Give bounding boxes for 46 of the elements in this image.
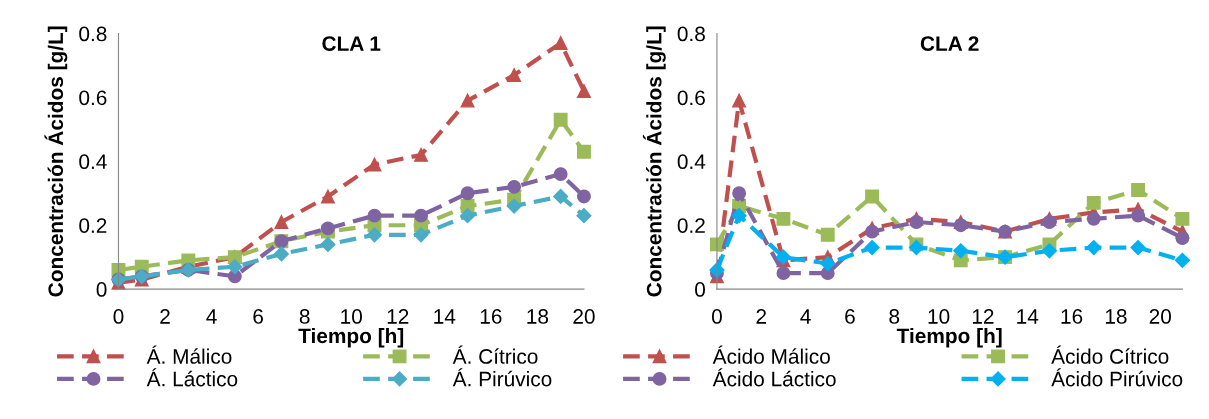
x-tick-label: 2 — [160, 309, 170, 324]
x-tick-label: 12 — [972, 309, 994, 324]
y-tick-label: 0 — [96, 282, 107, 297]
x-tick-label: 20 — [573, 309, 595, 324]
x-axis-title: Tiempo [h] — [896, 327, 1002, 348]
x-tick-label: 10 — [341, 309, 362, 324]
x-tick-label: 4 — [800, 309, 811, 324]
y-tick-label: 0.6 — [79, 90, 107, 106]
x-tick-label: 0 — [113, 309, 124, 324]
x-tick-label: 8 — [299, 309, 310, 324]
legend-label: Ácido Cítrico — [1051, 345, 1169, 364]
legend-label: Á. Cítrico — [452, 345, 538, 364]
x-tick-label: 16 — [1061, 309, 1083, 324]
x-tick-label: 10 — [928, 309, 950, 324]
y-axis-title: Concentración Ácidos [g/L] — [44, 26, 68, 297]
y-tick-label: 0.4 — [677, 154, 706, 170]
x-tick-label: 18 — [527, 309, 549, 324]
chart-title: CLA 2 — [920, 36, 979, 51]
x-tick-label: 14 — [1017, 309, 1039, 324]
x-tick-label: 20 — [1149, 309, 1172, 324]
legend-label: Á. Málico — [146, 345, 232, 364]
y-tick-label: 0.6 — [677, 90, 705, 106]
y-tick-label: 0.8 — [677, 26, 705, 42]
y-tick-label: 0.2 — [79, 218, 107, 233]
legend-label: Ácido Láctico — [712, 368, 836, 387]
y-tick-label: 0 — [695, 282, 706, 297]
y-axis-title: Concentración Ácidos [g/L] — [642, 26, 666, 297]
x-tick-label: 4 — [206, 309, 217, 324]
legend-label: Á. Pirúvico — [452, 368, 552, 387]
legend-label: Á. Láctico — [146, 368, 238, 387]
x-tick-label: 12 — [387, 309, 409, 324]
legend-label: Ácido Pirúvico — [1051, 368, 1183, 387]
x-tick-label: 6 — [253, 309, 263, 324]
x-tick-label: 2 — [756, 309, 767, 324]
y-tick-label: 0.4 — [79, 154, 107, 170]
x-axis-title: Tiempo [h] — [298, 327, 404, 348]
x-tick-label: 8 — [889, 309, 900, 324]
x-tick-label: 18 — [1105, 309, 1127, 324]
legend-label: Ácido Málico — [712, 345, 830, 364]
y-tick-label: 0.8 — [79, 26, 107, 42]
x-tick-label: 16 — [480, 309, 502, 324]
y-tick-label: 0.2 — [677, 218, 705, 233]
x-tick-label: 0 — [711, 309, 722, 324]
chart-title: CLA 1 — [322, 36, 381, 51]
x-tick-label: 6 — [845, 309, 855, 324]
x-tick-label: 14 — [434, 309, 456, 324]
